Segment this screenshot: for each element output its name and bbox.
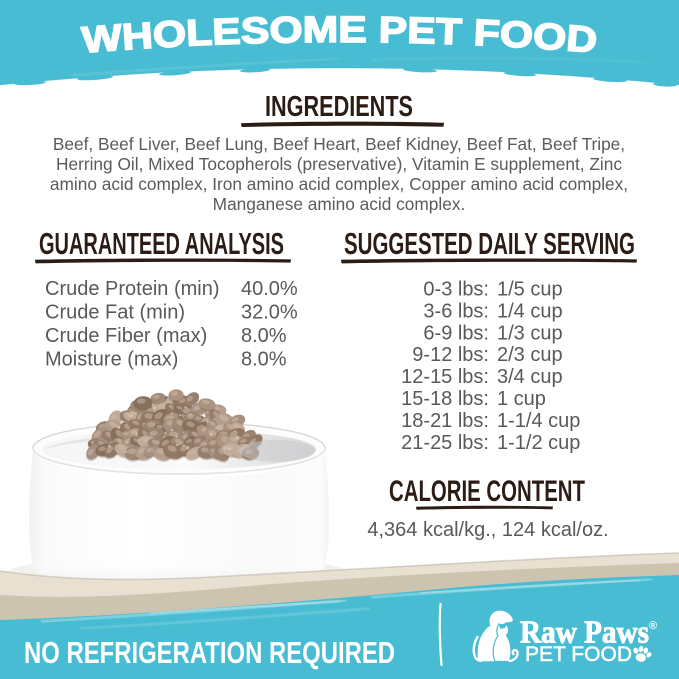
- svg-text:32.0%: 32.0%: [241, 302, 298, 324]
- svg-text:1 cup: 1 cup: [497, 388, 546, 410]
- svg-text:2/3 cup: 2/3 cup: [497, 344, 563, 366]
- svg-text:0-3 lbs:: 0-3 lbs:: [423, 279, 489, 301]
- svg-text:8.0%: 8.0%: [241, 325, 287, 347]
- svg-text:CALORIE CONTENT: CALORIE CONTENT: [389, 475, 585, 508]
- svg-text:21-25 lbs:: 21-25 lbs:: [401, 432, 489, 454]
- svg-text:Crude Fiber (max): Crude Fiber (max): [45, 325, 207, 347]
- svg-text:18-21 lbs:: 18-21 lbs:: [401, 410, 489, 432]
- svg-text:Moisture (max): Moisture (max): [45, 349, 178, 371]
- svg-text:GUARANTEED ANALYSIS: GUARANTEED ANALYSIS: [39, 227, 284, 261]
- svg-text:3/4 cup: 3/4 cup: [497, 366, 563, 388]
- svg-text:Manganese amino acid complex.: Manganese amino acid complex.: [213, 194, 466, 214]
- svg-text:NO REFRIGERATION REQUIRED: NO REFRIGERATION REQUIRED: [24, 635, 395, 670]
- svg-text:1/5 cup: 1/5 cup: [497, 279, 563, 301]
- svg-text:4,364 kcal/kg., 124 kcal/oz.: 4,364 kcal/kg., 124 kcal/oz.: [367, 519, 608, 541]
- svg-text:8.0%: 8.0%: [241, 349, 287, 371]
- svg-text:1-1/2 cup: 1-1/2 cup: [497, 432, 580, 454]
- svg-text:6-9 lbs:: 6-9 lbs:: [423, 322, 489, 344]
- svg-text:®: ®: [649, 620, 657, 632]
- svg-text:INGREDIENTS: INGREDIENTS: [265, 91, 413, 123]
- svg-text:SUGGESTED DAILY SERVING: SUGGESTED DAILY SERVING: [344, 227, 635, 261]
- svg-text:1/4 cup: 1/4 cup: [497, 300, 563, 322]
- svg-text:amino acid complex, Iron amino: amino acid complex, Iron amino acid comp…: [50, 174, 628, 194]
- svg-text:Crude Fat (min): Crude Fat (min): [45, 302, 185, 324]
- svg-text:12-15 lbs:: 12-15 lbs:: [401, 366, 489, 388]
- svg-text:Beef, Beef Liver, Beef Lung, B: Beef, Beef Liver, Beef Lung, Beef Heart,…: [53, 134, 625, 154]
- svg-text:40.0%: 40.0%: [241, 278, 298, 300]
- svg-text:Raw Paws: Raw Paws: [520, 615, 649, 650]
- svg-text:1-1/4 cup: 1-1/4 cup: [497, 410, 580, 432]
- svg-text:9-12 lbs:: 9-12 lbs:: [412, 344, 489, 366]
- svg-text:15-18 lbs:: 15-18 lbs:: [401, 388, 489, 410]
- svg-text:WHOLESOME PET FOOD: WHOLESOME PET FOOD: [80, 9, 599, 61]
- svg-text:Herring Oil, Mixed Tocopherols: Herring Oil, Mixed Tocopherols (preserva…: [56, 154, 622, 174]
- svg-text:3-6 lbs:: 3-6 lbs:: [423, 300, 489, 322]
- svg-text:PET FOOD: PET FOOD: [525, 643, 632, 666]
- svg-text:Crude Protein (min): Crude Protein (min): [45, 278, 220, 300]
- svg-text:1/3 cup: 1/3 cup: [497, 322, 563, 344]
